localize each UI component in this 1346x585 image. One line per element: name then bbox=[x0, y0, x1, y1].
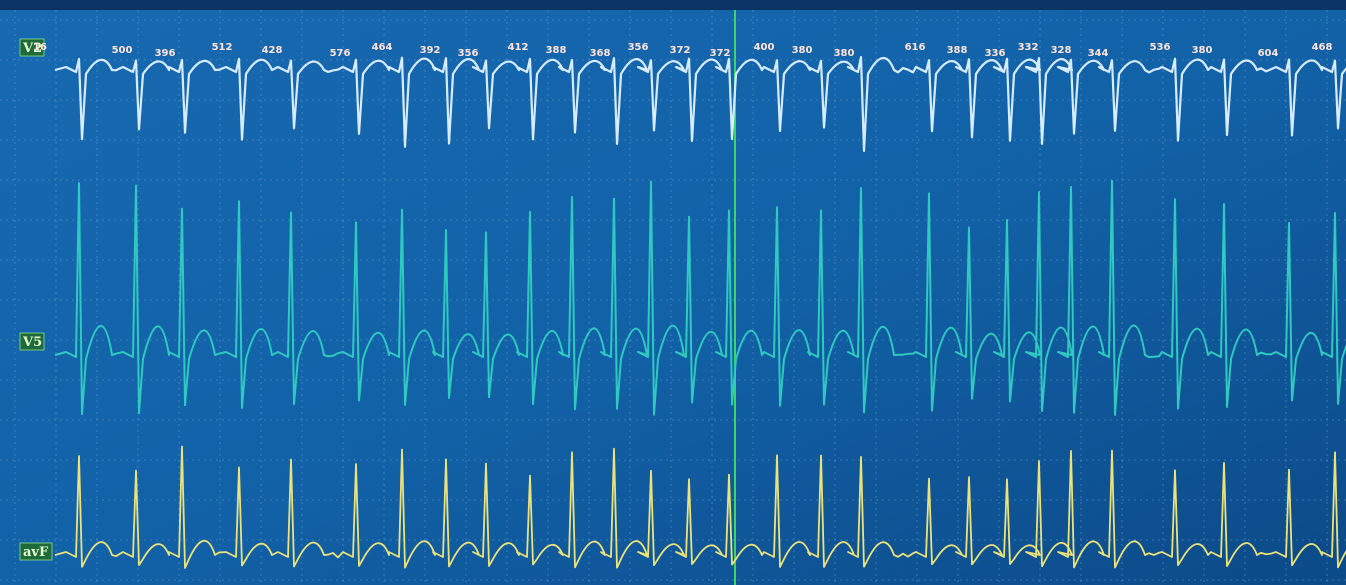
rr-interval: 380 bbox=[1192, 45, 1213, 56]
rr-interval: 372 bbox=[710, 48, 731, 59]
rr-interval: 388 bbox=[546, 45, 567, 56]
rr-interval: 368 bbox=[590, 48, 611, 59]
rr-interval: 400 bbox=[754, 42, 775, 53]
lead-label: avF bbox=[23, 545, 49, 560]
rr-interval: 344 bbox=[1088, 48, 1109, 59]
top-bar bbox=[0, 0, 1346, 10]
rr-interval: 392 bbox=[420, 45, 441, 56]
rr-interval: 16 bbox=[33, 42, 47, 53]
rr-interval: 468 bbox=[1312, 42, 1333, 53]
rr-interval: 500 bbox=[112, 45, 133, 56]
screen-background bbox=[0, 0, 1346, 585]
rr-interval: 464 bbox=[372, 42, 393, 53]
rr-interval: 380 bbox=[834, 48, 855, 59]
rr-interval: 396 bbox=[155, 48, 176, 59]
rr-interval: 576 bbox=[330, 48, 351, 59]
rr-interval: 616 bbox=[905, 42, 926, 53]
rr-interval: 372 bbox=[670, 45, 691, 56]
rr-interval: 428 bbox=[262, 45, 283, 56]
rr-interval: 332 bbox=[1018, 42, 1039, 53]
rr-interval: 380 bbox=[792, 45, 813, 56]
rr-interval: 356 bbox=[628, 42, 649, 53]
rr-interval: 604 bbox=[1258, 48, 1279, 59]
rr-interval: 328 bbox=[1051, 45, 1072, 56]
rr-interval: 388 bbox=[947, 45, 968, 56]
ecg-monitor: V2V5avF165003965124285764643923564123883… bbox=[0, 0, 1346, 585]
rr-interval: 356 bbox=[458, 48, 479, 59]
rr-interval: 536 bbox=[1150, 42, 1171, 53]
rr-interval: 512 bbox=[212, 42, 233, 53]
lead-label: V5 bbox=[22, 335, 42, 350]
rr-interval: 412 bbox=[508, 42, 529, 53]
page: V2V5avF165003965124285764643923564123883… bbox=[0, 0, 1346, 585]
rr-interval: 336 bbox=[985, 48, 1006, 59]
